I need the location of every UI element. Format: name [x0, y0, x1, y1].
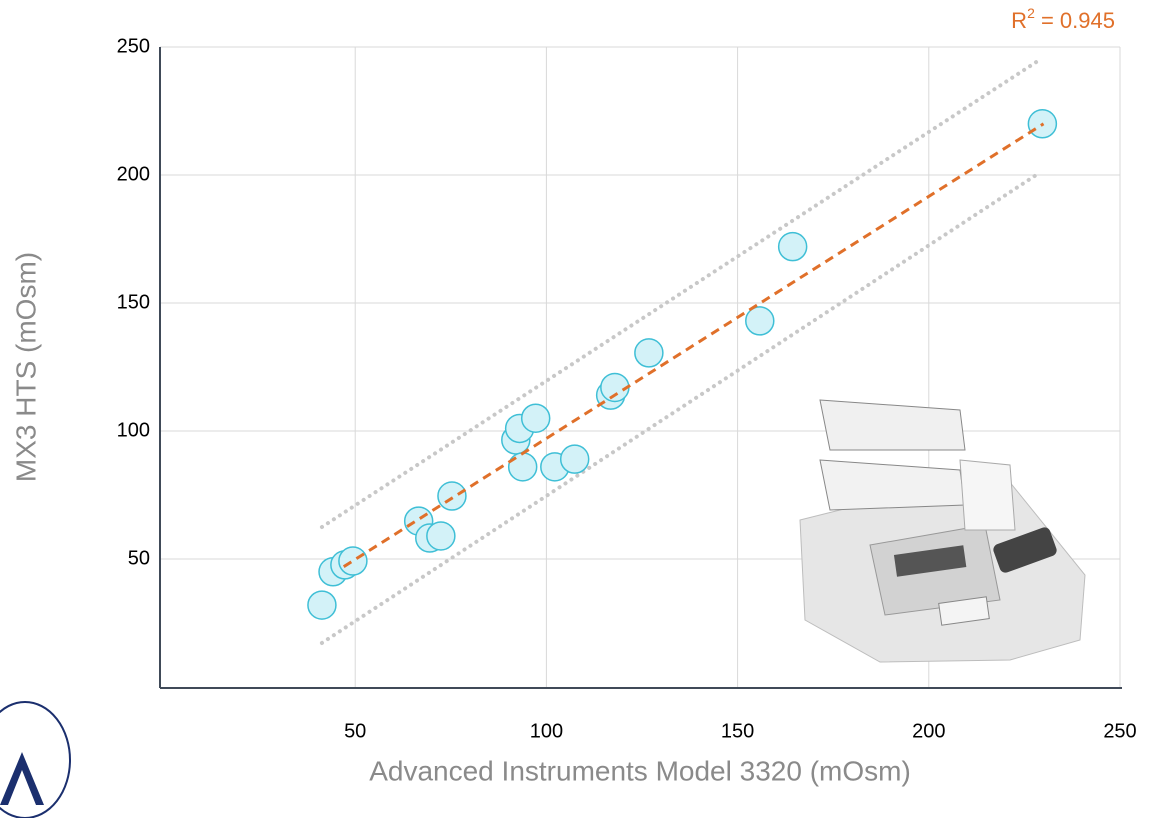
point	[507, 452, 538, 482]
annotation: R2 = 0.945	[1011, 5, 1115, 33]
lower-band	[319, 170, 1042, 645]
x-tick-label: 150	[721, 720, 754, 742]
y-tick-label: 250	[117, 35, 150, 57]
y-tick-label: 150	[117, 291, 150, 313]
x-tick-label: 50	[344, 720, 366, 742]
point	[338, 546, 368, 576]
point	[777, 231, 808, 262]
annotation-rest: = 0.945	[1035, 8, 1115, 33]
annotation-base: R	[1011, 8, 1027, 33]
point	[520, 403, 551, 433]
point	[307, 590, 337, 620]
x-tick-label: 100	[530, 720, 563, 742]
x-tick-label: 200	[912, 720, 945, 742]
y-tick-label: 200	[117, 163, 150, 185]
point	[559, 444, 590, 474]
point	[426, 521, 456, 551]
x-axis-label: Advanced Instruments Model 3320 (mOsm)	[369, 755, 911, 786]
y-tick-label: 100	[117, 419, 150, 441]
point	[634, 338, 664, 368]
y-axis-label: MX3 HTS (mOsm)	[10, 252, 41, 482]
point	[745, 306, 775, 336]
point	[437, 481, 467, 511]
device-illustration	[799, 399, 1086, 663]
upper-band	[319, 58, 1042, 529]
annotation-sup: 2	[1027, 5, 1035, 21]
y-tick-label: 50	[128, 547, 150, 569]
x-tick-label: 250	[1103, 720, 1136, 742]
logo	[0, 701, 71, 819]
trend-line	[342, 122, 1045, 568]
